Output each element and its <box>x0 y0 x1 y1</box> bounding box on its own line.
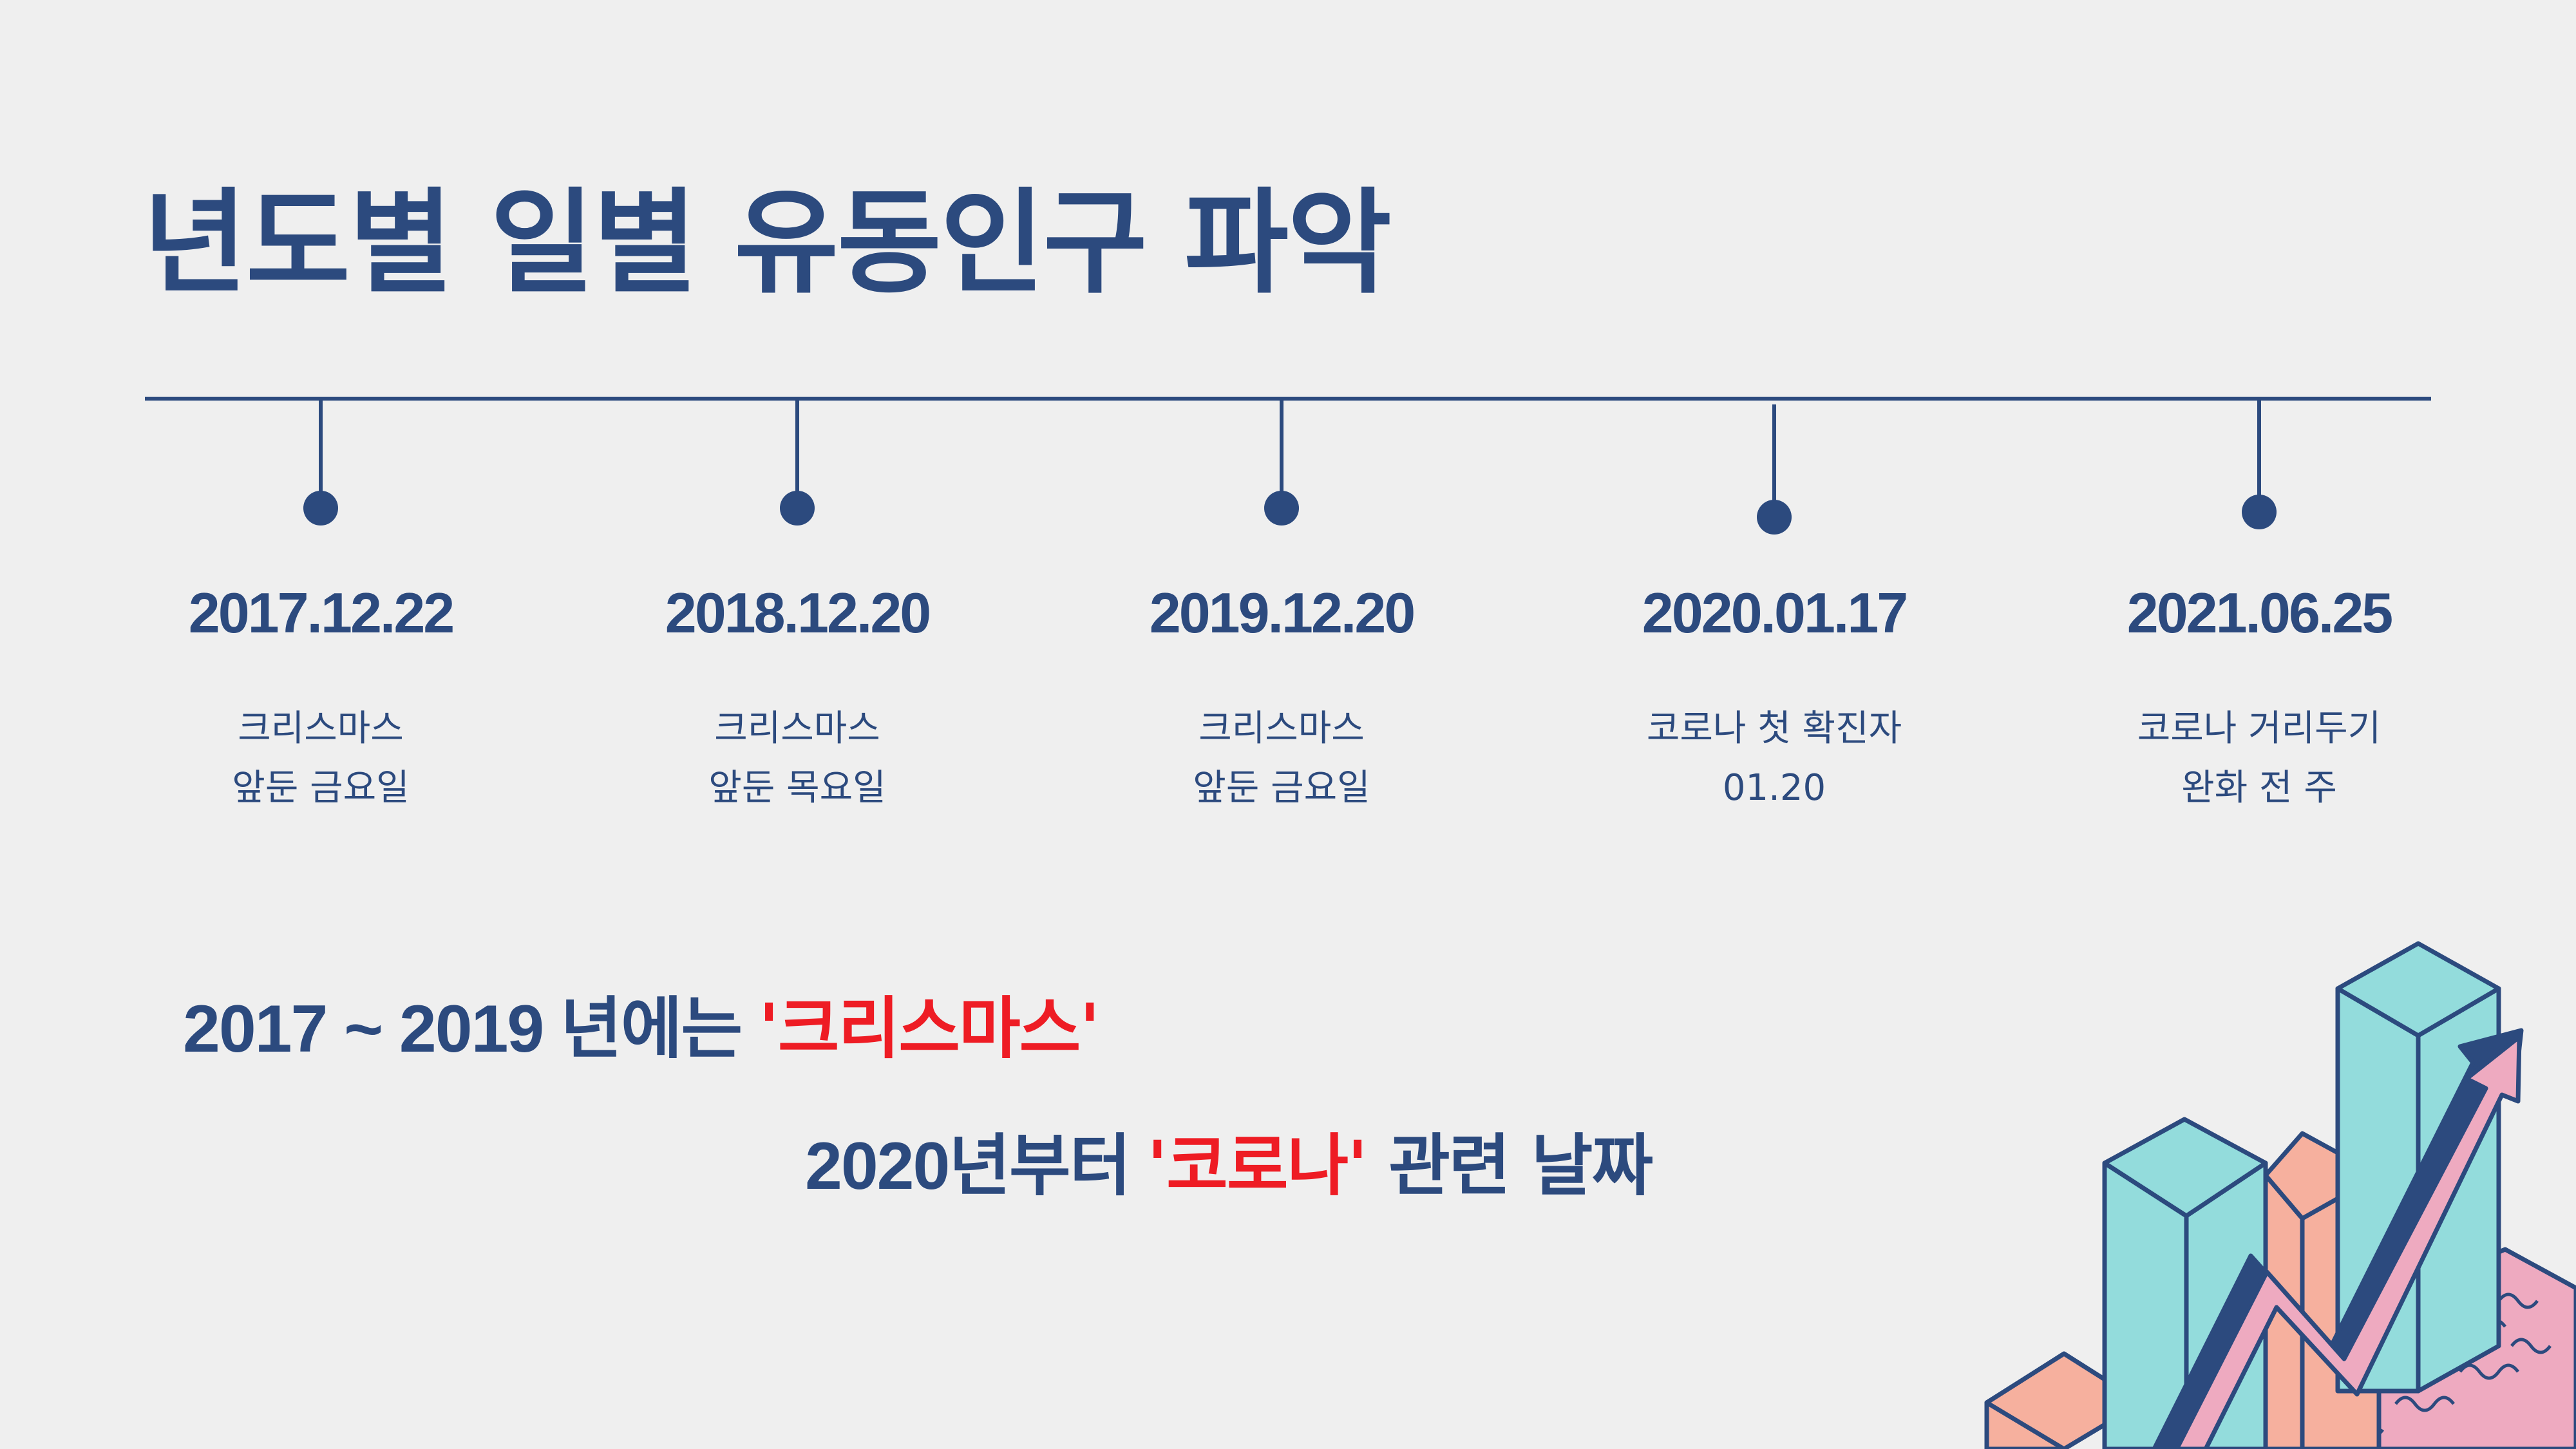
timeline-stem <box>2257 401 2261 510</box>
event-date: 2019.12.20 <box>1149 581 1416 645</box>
summary-highlight: '크리스마스' <box>759 989 1100 1068</box>
event-description: 코로나 거리두기 완화 전 주 <box>2066 699 2452 818</box>
event-date: 2021.06.25 <box>2126 581 2393 645</box>
timeline-stem <box>795 397 799 506</box>
event-date: 2018.12.20 <box>665 581 931 645</box>
timeline-stem <box>319 397 323 506</box>
event-description-line: 앞둔 금요일 <box>1193 767 1370 809</box>
timeline-dot <box>780 491 815 526</box>
event-description: 크리스마스 앞둔 금요일 <box>128 699 514 818</box>
summary-highlight: '코로나' <box>1147 1126 1368 1205</box>
page-title: 년도별 일별 유동인구 파악 <box>143 177 1392 309</box>
event-description-line: 앞둔 목요일 <box>708 767 886 809</box>
summary-text: 관련 날짜 <box>1367 1126 1653 1205</box>
event-description-line: 01.20 <box>1722 767 1826 809</box>
summary-text: 2017 ~ 2019 년에는 <box>183 992 759 1066</box>
summary-text: 2020년부터 <box>805 1129 1148 1204</box>
timeline-dot <box>2242 495 2277 529</box>
event-description-line: 완화 전 주 <box>2181 767 2337 809</box>
timeline-line <box>145 397 2431 401</box>
event-description: 코로나 첫 확진자 01.20 <box>1581 699 1967 818</box>
summary-line-1: 2017 ~ 2019 년에는 '크리스마스' <box>183 992 1100 1066</box>
event-description-line: 크리스마스 <box>1198 708 1365 750</box>
event-description-line: 크리스마스 <box>714 708 880 750</box>
event-description: 크리스마스 앞둔 금요일 <box>1088 699 1475 818</box>
event-description-line: 크리스마스 <box>238 708 404 750</box>
event-date: 2017.12.22 <box>188 581 455 645</box>
timeline-dot <box>303 491 338 526</box>
timeline-dot <box>1757 500 1792 535</box>
summary-line-2: 2020년부터 '코로나' 관련 날짜 <box>805 1132 1653 1200</box>
event-description: 크리스마스 앞둔 목요일 <box>604 699 990 818</box>
event-description-line: 앞둔 금요일 <box>232 767 410 809</box>
event-description-line: 코로나 거리두기 <box>2137 708 2382 750</box>
timeline-dot <box>1264 491 1299 526</box>
timeline-stem <box>1280 397 1283 506</box>
event-date: 2020.01.17 <box>1642 581 1908 645</box>
isometric-bar-chart-growth-icon <box>1984 941 2576 1449</box>
timeline-stem <box>1772 404 1776 514</box>
event-description-line: 코로나 첫 확진자 <box>1646 708 1902 750</box>
